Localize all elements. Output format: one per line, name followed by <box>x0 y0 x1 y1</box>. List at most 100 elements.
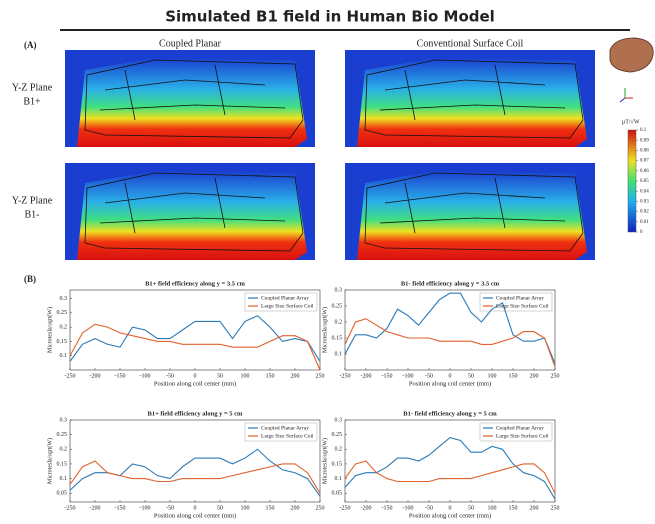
anatomy-outline <box>364 59 584 139</box>
x-tick-label: 150 <box>509 373 518 379</box>
x-tick-label: 200 <box>291 505 300 511</box>
x-tick-label: -50 <box>425 505 433 511</box>
x-tick-label: -150 <box>382 505 393 511</box>
x-tick-label: -50 <box>166 505 174 511</box>
y-tick-label: 0.3 <box>60 417 68 423</box>
field-map <box>357 171 587 260</box>
legend-label: Large Size Surface Coil <box>261 432 314 439</box>
colorbar-tick-label: 0.04 <box>640 189 649 194</box>
legend-label: Coupled Planar Array <box>261 295 309 301</box>
y-tick-label: 0.2 <box>335 319 343 325</box>
colorbar-tick-label: 0.07 <box>640 159 649 164</box>
legend-label: Coupled Planar Array <box>496 425 544 431</box>
x-tick-label: -200 <box>361 505 372 511</box>
y-tick-label: 0.3 <box>335 287 343 293</box>
x-tick-label: -200 <box>90 505 101 511</box>
colorbar-tick-label: 0.1 <box>640 128 647 133</box>
field-map <box>77 171 307 260</box>
anatomy-outline <box>364 172 584 252</box>
x-tick-label: -100 <box>403 373 414 379</box>
x-tick-label: 50 <box>217 505 223 511</box>
x-tick-label: 150 <box>509 505 518 511</box>
row-label: Y-Z Plane <box>12 82 53 93</box>
x-axis-label: Position along coil center (mm) <box>154 512 236 519</box>
x-tick-label: -200 <box>361 373 372 379</box>
y-tick-label: 0.25 <box>332 432 343 438</box>
data-line <box>344 436 556 500</box>
legend <box>244 292 318 312</box>
x-tick-label: 250 <box>551 373 560 379</box>
x-tick-label: 150 <box>266 505 275 511</box>
legend-label: Large Size Surface Coil <box>496 432 549 439</box>
y-tick-label: 0.25 <box>332 303 343 309</box>
y-tick-label: 0.25 <box>57 432 68 438</box>
data-line <box>69 460 321 494</box>
x-tick-label: -200 <box>90 373 101 379</box>
x-axis-label: Position along coil center (mm) <box>154 380 236 387</box>
colorbar-tick-label: 0.06 <box>640 169 649 174</box>
x-tick-label: -100 <box>403 505 414 511</box>
y-tick-label: 0.2 <box>60 325 68 331</box>
row-label: Y-Z Plane <box>12 195 53 206</box>
legend-label: Coupled Planar Array <box>496 295 544 301</box>
x-tick-label: 0 <box>449 505 452 511</box>
legend-label: Large Size Surface Coil <box>496 302 549 309</box>
x-axis-label: Position along coil center (mm) <box>409 380 491 387</box>
field-map <box>357 58 587 147</box>
colorbar-tick-label: 0.02 <box>640 210 649 215</box>
x-tick-label: -250 <box>65 505 76 511</box>
x-tick-label: 100 <box>488 373 497 379</box>
x-tick-label: 200 <box>530 373 539 379</box>
x-tick-label: 50 <box>468 505 474 511</box>
colorbar-tick-label: 0.09 <box>640 138 649 143</box>
y-tick-label: 0.1 <box>335 476 343 482</box>
legend <box>244 422 318 442</box>
data-line <box>344 292 556 364</box>
y-tick-label: 0.15 <box>332 335 343 341</box>
y-tick-label: 0.3 <box>60 296 68 302</box>
x-tick-label: -250 <box>65 373 76 379</box>
x-tick-label: 0 <box>449 373 452 379</box>
y-axis-label: Microtesla/sqrt(W) <box>321 307 328 353</box>
data-line <box>69 315 321 362</box>
anatomy-outline <box>84 172 304 252</box>
y-tick-label: 0.05 <box>332 491 343 497</box>
anatomy-outline <box>84 59 304 139</box>
x-tick-label: 200 <box>530 505 539 511</box>
x-tick-label: -50 <box>166 373 174 379</box>
legend <box>479 292 553 312</box>
y-axis-label: Microtesla/sqrt(W) <box>321 438 328 484</box>
y-axis-label: Microtesla/sqrt(W) <box>46 307 53 353</box>
y-tick-label: 0.15 <box>57 461 68 467</box>
data-line <box>69 323 321 371</box>
x-tick-label: -100 <box>140 373 151 379</box>
legend-label: Large Size Surface Coil <box>261 302 314 309</box>
x-tick-label: 250 <box>316 505 325 511</box>
legend <box>479 422 553 442</box>
row-label: B1+ <box>23 96 41 107</box>
plot-area <box>344 419 556 503</box>
x-axis-label: Position along coil center (mm) <box>409 512 491 519</box>
y-tick-label: 0.1 <box>60 353 68 359</box>
row-label: B1- <box>25 209 40 220</box>
x-tick-label: 50 <box>217 373 223 379</box>
legend-label: Coupled Planar Array <box>261 425 309 431</box>
x-tick-label: -100 <box>140 505 151 511</box>
x-tick-label: 150 <box>266 373 275 379</box>
y-tick-label: 0.3 <box>335 417 343 423</box>
x-tick-label: 50 <box>468 373 474 379</box>
colorbar <box>627 129 637 233</box>
chart-title: B1- field efficiency along y = 5 cm <box>403 410 497 417</box>
y-tick-label: 0.1 <box>335 351 343 357</box>
data-line <box>344 460 556 494</box>
x-tick-label: 250 <box>316 373 325 379</box>
chart-title: B1- field efficiency along y = 3.5 cm <box>401 280 500 287</box>
x-tick-label: -250 <box>340 373 351 379</box>
field-map <box>77 58 307 147</box>
colorbar-tick-label: 0.01 <box>640 220 649 225</box>
figure-title: Simulated B1 field in Human Bio Model <box>165 8 495 26</box>
x-tick-label: 100 <box>488 505 497 511</box>
colorbar-unit: μT/√W <box>622 118 640 125</box>
data-line <box>344 318 556 367</box>
y-tick-label: 0.2 <box>60 447 68 453</box>
